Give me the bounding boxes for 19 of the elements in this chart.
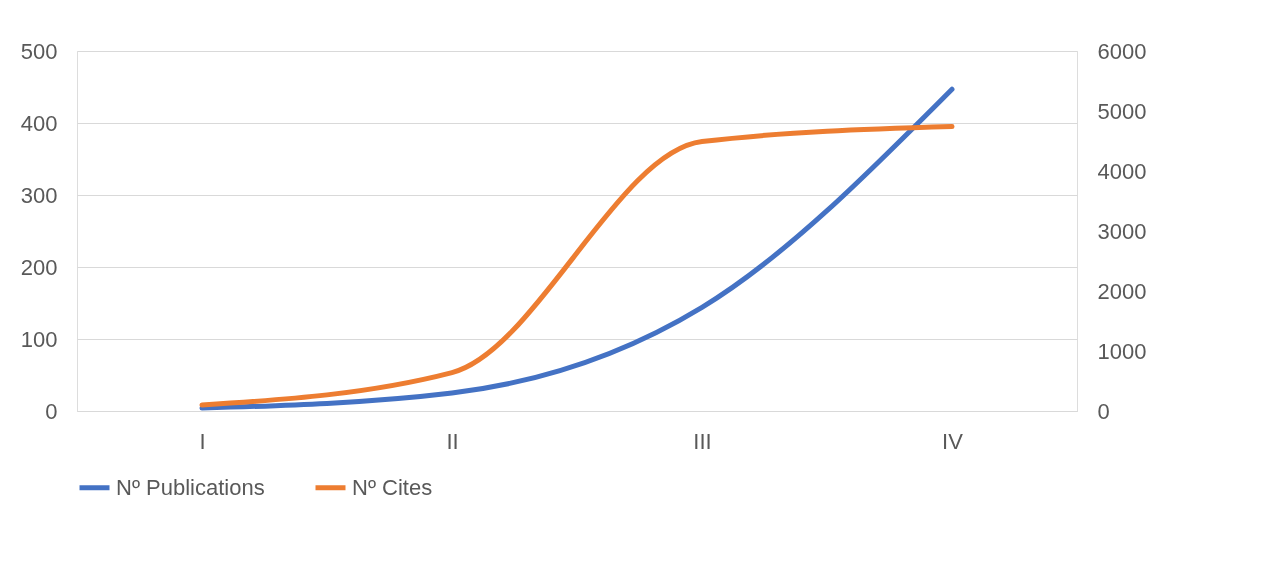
y-tick-label: 400 — [20, 110, 58, 136]
y2-tick-label: 0 — [1097, 398, 1110, 424]
x-tick-label: IV — [942, 428, 964, 454]
y-tick-label: 500 — [20, 38, 58, 64]
y2-tick-label: 6000 — [1097, 38, 1147, 64]
y-tick-label: 200 — [20, 254, 58, 280]
y2-tick-label: 5000 — [1097, 98, 1147, 124]
y-tick-label: 0 — [45, 398, 58, 424]
y2-tick-label: 2000 — [1097, 278, 1147, 304]
y-tick-label: 300 — [20, 182, 58, 208]
x-tick-label: II — [446, 428, 459, 454]
legend-label: Nº Cites — [352, 474, 433, 500]
y2-tick-label: 1000 — [1097, 338, 1147, 364]
y-tick-label: 100 — [20, 326, 58, 352]
legend-label: Nº Publications — [116, 474, 265, 500]
x-tick-label: I — [199, 428, 206, 454]
x-tick-label: III — [693, 428, 712, 454]
y2-tick-label: 3000 — [1097, 218, 1147, 244]
y2-tick-label: 4000 — [1097, 158, 1147, 184]
